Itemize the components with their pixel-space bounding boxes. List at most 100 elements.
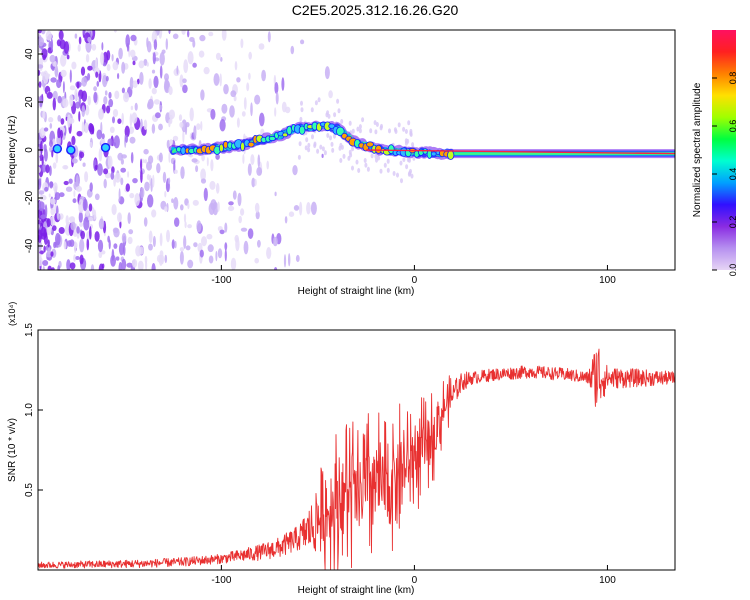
spectrogram-noise-mark bbox=[299, 201, 303, 216]
spectrogram-noise-mark bbox=[172, 135, 179, 141]
spectrogram-noise-mark bbox=[241, 111, 246, 117]
spectrogram-noise-mark bbox=[200, 168, 207, 182]
spectrogram-noise-mark bbox=[128, 126, 135, 134]
spectrogram-noise-mark bbox=[410, 173, 414, 179]
spectrogram-noise-mark bbox=[125, 134, 128, 143]
spectrogram-noise-mark bbox=[383, 162, 387, 168]
spectrogram-noise-mark bbox=[411, 142, 415, 148]
spectrogram-noise-mark bbox=[42, 110, 46, 120]
spectrogram-noise-mark bbox=[132, 178, 138, 184]
spectrogram-noise-mark bbox=[82, 162, 86, 167]
spectrogram-noise-mark bbox=[75, 101, 81, 109]
spectrogram-noise-mark bbox=[78, 211, 83, 224]
spectrogram-noise-mark bbox=[71, 158, 78, 164]
spectrogram-noise-mark bbox=[109, 126, 115, 133]
spectrogram-noise-mark bbox=[50, 198, 56, 205]
spectrogram-noise-mark bbox=[76, 81, 80, 89]
spectrogram-noise-mark bbox=[159, 104, 163, 111]
spectrogram-noise-mark bbox=[240, 227, 248, 232]
spectrogram-ridge-core bbox=[366, 149, 675, 155]
spectrogram-noise-mark bbox=[112, 116, 115, 124]
spectrogram-noise-mark bbox=[41, 156, 44, 166]
colorbar-tick-label: 0.4 bbox=[728, 168, 738, 181]
spectrogram-noise-mark bbox=[168, 119, 171, 128]
spectrogram-noise-mark bbox=[38, 155, 41, 166]
spectrogram-noise-mark bbox=[98, 218, 105, 230]
spectrogram-noise-mark bbox=[247, 163, 252, 176]
spectrogram-noise-mark bbox=[256, 166, 263, 176]
spectrogram-noise-mark bbox=[38, 190, 45, 195]
spectrogram-noise-mark bbox=[293, 205, 300, 211]
spectrogram-noise-mark bbox=[377, 155, 381, 161]
snr-panel: -100 0 100 0.5 1.0 1.5 Height of straight li… bbox=[7, 302, 676, 596]
spectrogram-noise-mark bbox=[324, 66, 330, 80]
spectrogram-noise-mark bbox=[40, 226, 47, 240]
spectrogram-noise-mark bbox=[38, 30, 42, 34]
spectrogram-noise-mark bbox=[48, 117, 54, 123]
spectrogram-noise-mark bbox=[164, 191, 167, 198]
spectrogram-noise-mark bbox=[151, 87, 157, 95]
x-tick-label: 0 bbox=[412, 575, 418, 586]
spectrogram-noise-mark bbox=[307, 147, 311, 153]
spectrogram-noise-mark bbox=[307, 142, 311, 148]
spectrogram-noise-mark bbox=[200, 121, 203, 131]
spectrogram-noise-mark bbox=[200, 178, 207, 184]
spectrogram-noise-mark bbox=[153, 39, 158, 51]
spectrogram-noise-mark bbox=[118, 262, 123, 270]
spectrogram-noise-mark bbox=[131, 112, 138, 124]
spectrogram-noise-mark bbox=[409, 132, 413, 137]
spectrogram-noise-mark bbox=[397, 122, 401, 128]
spectrogram-noise-mark bbox=[82, 198, 88, 212]
spectrogram-noise-mark bbox=[351, 165, 354, 171]
spectrogram-noise-mark bbox=[117, 152, 124, 161]
spectrogram-noise-mark bbox=[38, 47, 42, 53]
spectrogram-noise-mark bbox=[251, 177, 256, 188]
spectrogram-noise-mark bbox=[146, 174, 150, 181]
spectrogram-noise-mark bbox=[168, 151, 171, 163]
spectrogram-noise-mark bbox=[54, 65, 59, 78]
spectrogram-noise-mark bbox=[143, 119, 148, 131]
spectrogram-noise-mark bbox=[191, 158, 198, 163]
spectrogram-noise-mark bbox=[95, 71, 99, 78]
spectrogram-peak-mark bbox=[430, 151, 437, 157]
spectrogram-noise-mark bbox=[51, 267, 55, 270]
spectrogram-noise-mark bbox=[171, 239, 175, 250]
spectrogram-noise-mark bbox=[147, 98, 154, 109]
spectrogram-noise-mark bbox=[404, 138, 408, 144]
spectrogram-noise-mark bbox=[210, 159, 214, 172]
spectrogram-noise-mark bbox=[120, 177, 124, 186]
spectrogram-noise-mark bbox=[94, 193, 100, 201]
spectrogram-noise-mark bbox=[180, 204, 184, 211]
spectrogram-noise-mark bbox=[87, 95, 91, 106]
spectrogram-noise-mark bbox=[106, 105, 111, 114]
spectrogram-noise-mark bbox=[185, 122, 190, 128]
spectrogram-noise-mark bbox=[142, 158, 144, 164]
spectrogram-noise-mark bbox=[283, 254, 287, 268]
spectrogram-noise-mark bbox=[295, 254, 300, 263]
spectrogram-noise-mark bbox=[39, 127, 46, 139]
spectrogram-noise-mark bbox=[192, 62, 197, 68]
spectrogram-noise-mark bbox=[129, 136, 136, 144]
spectrogram-noise-mark bbox=[45, 251, 52, 258]
spectrogram-noise-mark bbox=[48, 193, 51, 198]
spectrogram-noise-mark bbox=[234, 60, 238, 71]
spectrogram-noise-mark bbox=[386, 167, 390, 173]
colorbar-ticks: 0.0 0.2 0.4 0.6 0.8 bbox=[712, 72, 738, 276]
spectrogram-noise-mark bbox=[405, 164, 409, 170]
spectrogram-noise-mark bbox=[62, 81, 65, 94]
spectrogram-noise-mark bbox=[57, 115, 61, 122]
spectrogram-noise-mark bbox=[74, 241, 77, 254]
spectrogram-noise-mark bbox=[42, 70, 49, 84]
spectrogram-noise-mark bbox=[152, 52, 156, 65]
spectrogram-noise-mark bbox=[337, 108, 341, 114]
spectrogram-noise-mark bbox=[75, 174, 79, 187]
spectrogram-noise-mark bbox=[166, 139, 170, 149]
spectrogram-noise-mark bbox=[98, 263, 104, 270]
spectrogram-noise-mark bbox=[321, 153, 324, 158]
spectrogram-noise-mark bbox=[305, 137, 309, 143]
spectrogram-noise-mark bbox=[361, 117, 365, 123]
spectrogram-noise-mark bbox=[246, 82, 250, 92]
spectrogram-noise-mark bbox=[215, 153, 220, 160]
spectrogram-noise-mark bbox=[38, 69, 41, 77]
spectrogram-noise-mark bbox=[138, 246, 144, 255]
